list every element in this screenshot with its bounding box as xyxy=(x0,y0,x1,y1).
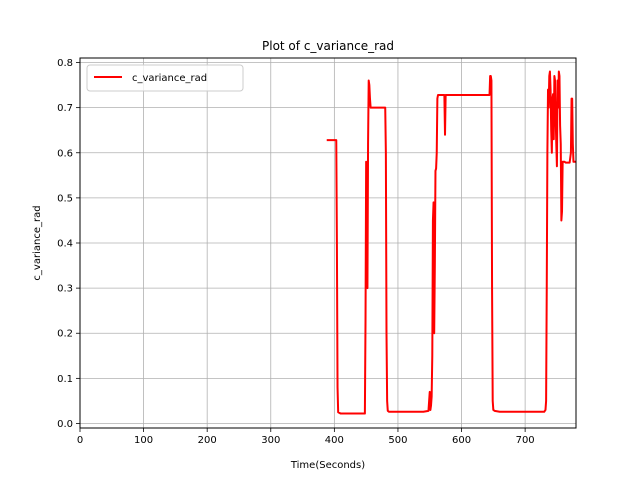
y-tick-label: 0.1 xyxy=(57,374,73,385)
x-tick-label: 500 xyxy=(388,435,407,446)
legend-box xyxy=(86,64,244,92)
x-tick-label: 400 xyxy=(325,435,344,446)
series-layer xyxy=(326,70,576,415)
y-tick-label: 0.8 xyxy=(57,58,73,69)
y-tick-label: 0.2 xyxy=(57,329,73,340)
y-tick-label: 0.4 xyxy=(57,239,73,250)
x-tick-label: 700 xyxy=(516,435,535,446)
y-tick-label: 0.5 xyxy=(57,193,73,204)
x-tick-label: 100 xyxy=(134,435,153,446)
x-tick-label: 600 xyxy=(452,435,471,446)
x-tick-label: 200 xyxy=(198,435,217,446)
legend: c_variance_rad xyxy=(86,64,244,92)
y-axis-ticks: 0.0 0.1 0.2 0.3 0.4 0.5 0.6 0.7 0.8 xyxy=(57,58,80,430)
y-tick-label: 0.0 xyxy=(57,419,73,430)
series-line xyxy=(326,70,576,415)
y-tick-label: 0.7 xyxy=(57,103,73,114)
x-axis-ticks: 0 100 200 300 400 500 600 700 xyxy=(77,428,535,446)
y-axis-label: c_variance_rad xyxy=(32,205,43,280)
x-tick-label: 0 xyxy=(77,435,83,446)
y-tick-label: 0.3 xyxy=(57,284,73,295)
y-tick-label: 0.6 xyxy=(57,148,73,159)
x-tick-label: 300 xyxy=(261,435,280,446)
chart-title: Plot of c_variance_rad xyxy=(262,39,394,53)
legend-label: c_variance_rad xyxy=(132,73,207,84)
x-axis-label: Time(Seconds) xyxy=(290,460,365,471)
